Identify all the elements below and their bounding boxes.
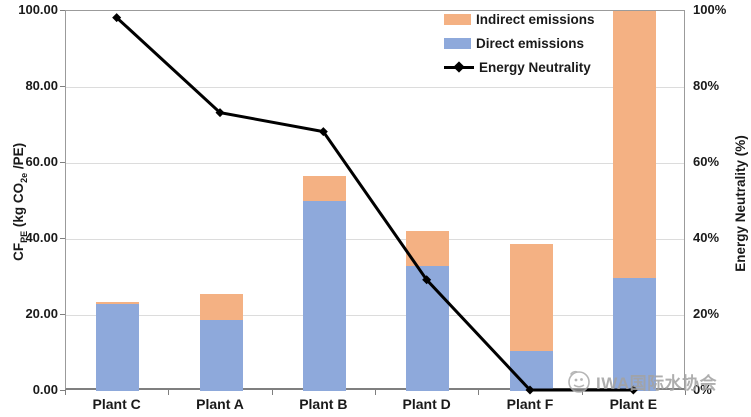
plot-area (65, 10, 685, 391)
bar-segment-direct-emissions-plant-e (612, 277, 656, 391)
x-axis-tickmark (581, 390, 583, 395)
gridline (66, 87, 684, 88)
energy-neutrality-line-marker-icon (444, 61, 474, 73)
legend-item-direct-emissions: Direct emissions (444, 36, 595, 51)
bar-segment-indirect-emissions-plant-b (302, 175, 346, 201)
x-axis-tickmark (271, 390, 273, 395)
legend-label: Energy Neutrality (479, 60, 591, 75)
left-axis-tickmark (60, 86, 65, 87)
right-axis-tick-label: 100% (693, 2, 727, 17)
bar-segment-indirect-emissions-plant-c (96, 301, 140, 304)
energy-neutrality-point (318, 127, 328, 137)
left-axis-tickmark (60, 238, 65, 239)
x-axis-tickmark (168, 390, 170, 395)
energy-neutrality-point (422, 275, 432, 285)
x-axis-category-label: Plant E (609, 396, 658, 412)
bar-segment-direct-emissions-plant-d (406, 265, 450, 391)
legend: Indirect emissions Direct emissions Ener… (444, 12, 595, 75)
watermark-text: IWA国际水协会 (596, 373, 718, 393)
bar-segment-indirect-emissions-plant-e (612, 11, 656, 278)
left-axis-tick-label: 40.00 (25, 230, 58, 245)
x-axis-category-label: Plant B (299, 396, 348, 412)
direct-emissions-swatch-icon (444, 38, 471, 49)
right-axis-tick-label: 40% (693, 230, 720, 245)
legend-item-energy-neutrality: Energy Neutrality (444, 60, 595, 75)
left-axis-tickmark (60, 314, 65, 315)
left-axis-title-sub2: 2e (18, 172, 29, 183)
bar-segment-direct-emissions-plant-c (96, 303, 140, 391)
bar-segment-direct-emissions-plant-f (509, 351, 553, 391)
energy-neutrality-point (112, 13, 122, 23)
energy-neutrality-line (112, 13, 638, 395)
bar-segment-indirect-emissions-plant-a (199, 293, 243, 321)
left-axis-tick-label: 20.00 (25, 306, 58, 321)
gridline (66, 315, 684, 316)
bar-segment-direct-emissions-plant-a (199, 320, 243, 391)
x-axis-category-label: Plant C (92, 396, 141, 412)
energy-neutrality-point (628, 385, 638, 395)
x-axis-tickmark (685, 390, 686, 395)
watermark: IWA国际水协会 (566, 368, 717, 394)
left-axis-tickmark (60, 390, 65, 391)
left-axis-tick-label: 0.00 (32, 382, 58, 397)
x-axis-category-label: Plant F (506, 396, 554, 412)
x-axis-tickmark (65, 390, 66, 395)
x-axis-category-label: Plant A (196, 396, 244, 412)
right-axis-tick-label: 80% (693, 78, 720, 93)
legend-label: Direct emissions (476, 36, 585, 51)
legend-label: Indirect emissions (476, 12, 595, 27)
left-axis-tickmark (60, 162, 65, 163)
gridline (66, 239, 684, 240)
left-axis-tick-label: 100.00 (18, 2, 58, 17)
left-axis-title-text2: (kg CO (11, 182, 27, 231)
indirect-emissions-swatch-icon (444, 14, 471, 25)
energy-neutrality-point (215, 108, 225, 118)
left-axis-tickmark (60, 10, 65, 11)
iwa-logo-icon (568, 370, 590, 393)
legend-item-indirect-emissions: Indirect emissions (444, 12, 595, 27)
x-axis-category-label: Plant D (402, 396, 451, 412)
right-axis-tick-label: 0% (693, 382, 712, 397)
bar-segment-indirect-emissions-plant-f (509, 243, 553, 352)
left-axis-title: CFPE (kg CO2e /PE) (11, 122, 29, 282)
right-axis-tick-label: 60% (693, 154, 720, 169)
bar-segment-direct-emissions-plant-b (302, 201, 346, 391)
left-axis-tick-label: 80.00 (25, 78, 58, 93)
x-axis-tickmark (478, 390, 480, 395)
gridline (66, 163, 684, 164)
right-axis-tick-label: 20% (693, 306, 720, 321)
left-axis-title-text: CF (11, 242, 27, 261)
right-axis-title: Energy Neutrality (%) (733, 135, 748, 272)
energy-neutrality-point (525, 385, 535, 395)
left-axis-tick-label: 60.00 (25, 154, 58, 169)
x-axis-tickmark (375, 390, 376, 395)
